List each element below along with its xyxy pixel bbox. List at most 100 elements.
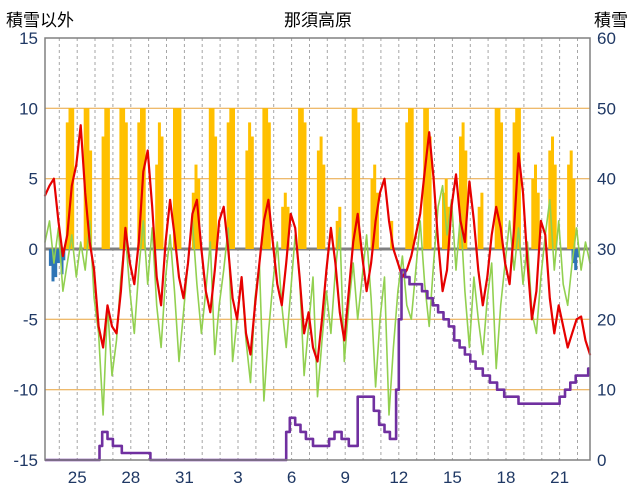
bar [322,164,326,249]
bar [283,192,287,249]
bar [512,122,516,249]
bar [104,108,108,249]
bar [48,249,52,266]
x-axis-tick-label: 9 [340,468,349,487]
bar [464,150,468,249]
bar [459,136,462,249]
left-axis-tick-label: -5 [23,310,38,329]
left-axis-tick-label: -15 [13,451,38,470]
bar [517,108,521,249]
bar [124,122,128,249]
bar [232,108,235,249]
bar [500,122,503,249]
bar [51,249,55,282]
x-axis-tick-label: 25 [68,468,87,487]
right-axis-tick-label: 60 [597,29,616,48]
bar [173,108,176,249]
bar [122,108,126,249]
bar [175,108,179,249]
bar [408,108,411,249]
left-axis-title: 積雪以外 [6,11,74,30]
bar [54,249,58,278]
bar [300,108,304,249]
red-line-series [43,124,592,363]
bar [214,136,218,249]
bar [553,164,557,249]
bar [229,108,233,249]
bar [576,249,580,258]
chart-title: 那須高原 [284,11,352,30]
bar [101,136,105,249]
bar [245,150,249,249]
bar [373,164,377,249]
bar [477,206,481,249]
bar [157,122,161,249]
bar [298,108,302,249]
bar [370,178,374,249]
line [44,184,591,416]
bar [375,192,379,249]
bar [250,136,254,249]
bar [248,122,252,249]
x-axis-tick-label: 31 [175,468,194,487]
bar [428,136,432,249]
left-axis-tick-label: 15 [19,29,38,48]
bar [56,249,60,264]
bar [574,249,578,271]
bar [155,164,159,249]
plot-border [44,37,591,461]
bar [497,108,501,249]
snow-depth-line-series [45,268,590,462]
left-axis-tick-label: 5 [29,170,38,189]
bar [480,192,484,249]
bar [410,108,414,249]
bar [425,108,429,249]
bar [140,108,143,249]
bar [65,122,69,249]
bar [357,122,361,249]
x-axis-tick-label: 28 [121,468,140,487]
bar [319,136,323,249]
bar [60,249,64,275]
bar [68,108,72,249]
bar [405,122,409,249]
bar [551,136,554,249]
left-axis-tick-label: 0 [29,240,38,259]
left-axis-tick-label: -10 [13,381,38,400]
right-axis-tick-label: 20 [597,310,616,329]
bar [86,108,90,249]
right-axis-tick-label: 10 [597,381,616,400]
line [43,124,592,363]
bar [534,164,537,249]
right-axis-tick-label: 30 [597,240,616,259]
left-axis-tick-label: 10 [19,99,38,118]
bar [536,192,540,249]
bar [567,164,571,249]
x-axis-tick-label: 15 [443,468,462,487]
bar [442,192,445,249]
right-axis-tick-label: 0 [597,451,606,470]
bar [194,164,198,249]
step-line [45,268,590,462]
bar [286,206,290,249]
bar [226,122,230,249]
x-axis-tick-label: 3 [233,468,242,487]
bar [572,178,576,249]
bar [354,108,358,249]
bar [160,136,164,249]
bar [335,220,339,249]
bar [119,108,123,249]
bar [444,178,448,249]
x-axis-tick-label: 21 [550,468,569,487]
bar [106,108,110,249]
bar [208,108,212,249]
right-axis-title: 積雪 [594,11,628,30]
bar [351,108,355,249]
bar [531,178,535,249]
green-line-series [44,184,591,416]
bar [494,108,498,249]
bar [447,206,451,249]
bar [178,108,182,249]
right-axis-tick-label: 50 [597,99,616,118]
